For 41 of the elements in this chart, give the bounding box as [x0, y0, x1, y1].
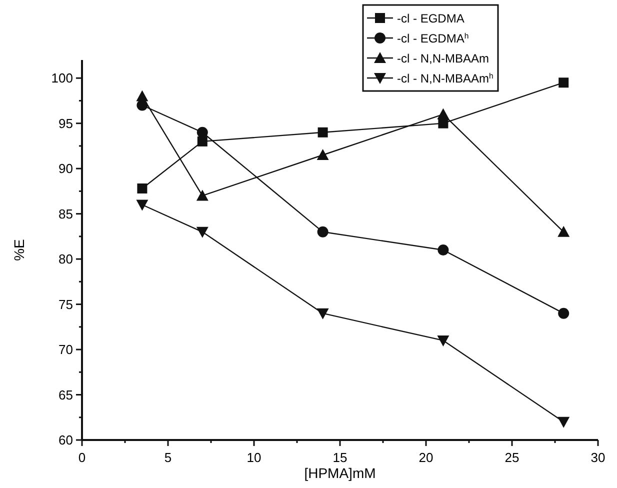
legend-label: -cl - N,N-MBAAm [397, 52, 489, 66]
x-tick-label: 20 [418, 450, 434, 465]
y-tick-label: 80 [58, 252, 73, 267]
y-tick-label: 70 [58, 342, 73, 358]
y-tick-label: 90 [58, 161, 73, 176]
legend-label: -cl - EGDMA$^{h}$ [397, 31, 469, 46]
point [558, 78, 569, 88]
point [438, 244, 449, 256]
y-tick-label: 100 [51, 70, 73, 86]
x-tick-label: 25 [504, 450, 520, 465]
x-tick-label: 0 [78, 450, 86, 465]
point [196, 190, 208, 201]
y-tick-label: 85 [58, 206, 73, 222]
point [136, 90, 148, 102]
point [558, 226, 570, 237]
legend-label: -cl - N,N-MBAAm$^{h}$ [397, 71, 494, 86]
x-axis-title: [HPMA]mM [304, 465, 376, 481]
y-tick-label: 95 [58, 116, 73, 131]
x-tick-label: 30 [590, 450, 606, 465]
point [318, 127, 328, 138]
point [558, 416, 570, 428]
point [438, 118, 448, 128]
point [317, 226, 328, 238]
legend-label: -cl - EGDMA [397, 12, 464, 26]
y-tick-label: 60 [58, 432, 73, 448]
y-tick-label: 75 [58, 296, 73, 312]
y-axis-title: %E [11, 239, 27, 261]
y-tick-label: 65 [58, 387, 73, 402]
point [137, 183, 148, 194]
x-tick-label: 15 [332, 450, 348, 465]
point [196, 126, 208, 138]
point [136, 200, 148, 211]
point [437, 335, 450, 346]
point [316, 308, 329, 320]
point [437, 108, 450, 120]
x-tick-label: 10 [246, 450, 262, 465]
x-tick-label: 5 [164, 450, 172, 465]
point [197, 136, 208, 146]
point [558, 308, 570, 319]
point [196, 226, 208, 238]
point [316, 149, 329, 160]
